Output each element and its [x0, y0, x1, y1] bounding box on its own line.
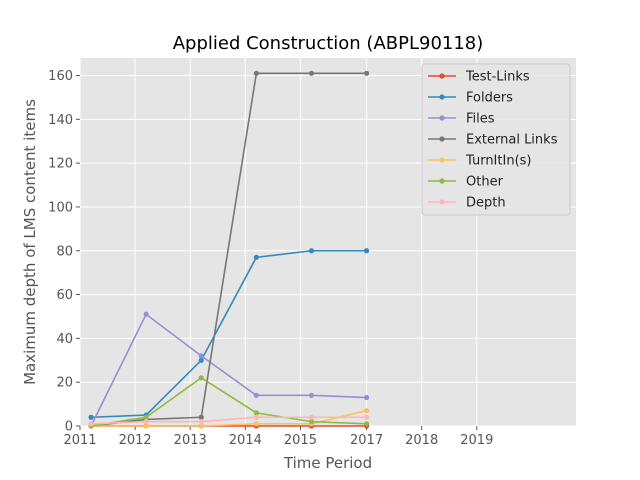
y-tick-label-3: 60: [56, 288, 73, 303]
legend-swatch-marker-test-links: [439, 73, 445, 79]
legend-box: [421, 63, 571, 216]
legend-swatch-marker-other: [439, 178, 445, 184]
x-tick-label-6: 2018: [405, 433, 438, 448]
legend-label-test-links: Test-Links: [465, 70, 530, 85]
chart-title: Applied Construction (ABPL90118): [173, 33, 484, 54]
data-point-external-links-4: [308, 70, 315, 76]
x-tick-label-4: 2015: [284, 433, 317, 448]
legend-item-folders: Folders: [428, 91, 513, 106]
legend-label-external-links: External Links: [466, 133, 558, 148]
legend-item-depth: Depth: [428, 196, 506, 211]
series-line-files: [90, 313, 367, 427]
legend-swatch-marker-files: [439, 115, 445, 121]
legend-swatch-marker-external-links: [439, 136, 445, 142]
series-line-depth: [90, 416, 367, 425]
data-point-folders-3: [253, 254, 259, 260]
x-tick-label-1: 2012: [119, 433, 152, 448]
data-point-other-3: [253, 410, 259, 416]
data-point-external-links-5: [363, 70, 370, 76]
legend-label-files: Files: [466, 112, 495, 127]
data-point-other-2: [198, 375, 204, 381]
data-point-turnitin-s-3: [253, 421, 259, 427]
data-point-files-4: [308, 392, 315, 398]
y-tick-label-8: 160: [48, 69, 73, 84]
y-tick-label-4: 80: [56, 244, 73, 259]
data-point-files-3: [253, 392, 259, 398]
legend-label-other: Other: [466, 175, 504, 190]
data-point-external-links-2: [198, 414, 204, 420]
y-tick-label-5: 100: [48, 200, 73, 215]
data-point-depth-3: [253, 414, 259, 420]
y-tick-label-1: 20: [56, 376, 73, 391]
data-point-turnitin-s-1: [143, 423, 149, 429]
series-line-folders: [90, 249, 367, 419]
legend-item-files: Files: [428, 112, 495, 127]
data-point-files-2: [198, 353, 204, 359]
y-tick-label-7: 140: [48, 113, 73, 128]
data-point-folders-2: [198, 357, 204, 363]
legend-label-depth: Depth: [466, 196, 506, 211]
data-point-files-5: [363, 394, 370, 401]
series-depth: [88, 414, 370, 427]
y-tick-label-0: 0: [65, 420, 73, 435]
series-line-other: [90, 376, 367, 427]
legend-label-folders: Folders: [466, 91, 513, 106]
data-point-turnitin-s-5: [363, 408, 370, 414]
legend-item-test-links: Test-Links: [428, 70, 530, 85]
x-tick-label-2: 2013: [174, 433, 207, 448]
legend-item-turnitin-s: TurnItIn(s): [428, 154, 531, 169]
legend-item-external-links: External Links: [428, 133, 558, 148]
data-point-depth-4: [308, 414, 315, 420]
legend-label-turnitin-s: TurnItIn(s): [465, 154, 531, 169]
data-point-turnitin-s-2: [198, 423, 204, 429]
legend-swatch-marker-turnitin-s: [439, 157, 445, 163]
data-point-depth-2: [198, 419, 204, 425]
y-axis-label: Maximum depth of LMS content items: [21, 99, 39, 385]
x-axis-label: Time Period: [283, 454, 372, 472]
data-point-depth-0: [88, 421, 94, 427]
data-point-depth-1: [143, 419, 149, 425]
x-tick-label-7: 2019: [460, 433, 493, 448]
legend-swatch-marker-folders: [439, 94, 445, 100]
data-point-files-1: [143, 311, 149, 317]
data-point-folders-4: [308, 248, 315, 254]
data-point-external-links-3: [253, 70, 259, 76]
y-tick-label-2: 40: [56, 332, 73, 347]
legend: Test-Links Folders Files External Links Turn…: [421, 63, 571, 216]
data-point-depth-5: [363, 414, 370, 420]
legend-item-other: Other: [428, 175, 504, 190]
x-tick-label-5: 2017: [350, 433, 383, 448]
data-point-other-1: [143, 414, 149, 420]
data-point-folders-0: [88, 414, 94, 420]
data-point-folders-5: [363, 248, 370, 254]
x-tick-label-0: 2011: [63, 433, 96, 448]
data-point-other-4: [308, 419, 315, 425]
x-tick-label-3: 2014: [229, 433, 262, 448]
data-point-other-5: [363, 421, 370, 427]
series-line-external-links: [90, 72, 367, 427]
y-axis-ticks: 0 20 40 60 80 100 120 140 160: [48, 69, 80, 435]
series-lines: [88, 70, 370, 429]
legend-swatch-marker-depth: [439, 199, 445, 205]
x-axis-ticks: 2011 2012 2013 2014 2015 2017 2018 2019: [63, 426, 493, 448]
y-tick-label-6: 120: [48, 157, 73, 172]
